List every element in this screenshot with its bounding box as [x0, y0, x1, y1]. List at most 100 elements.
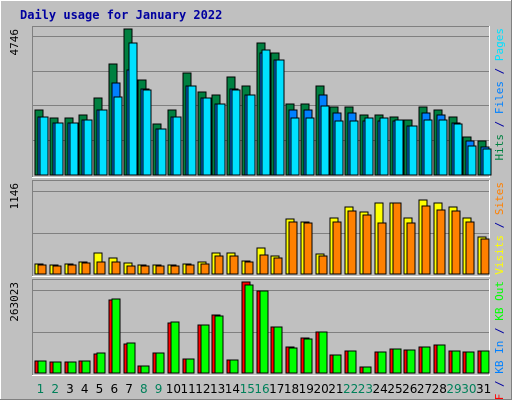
- legend-entry: Files: [493, 81, 506, 114]
- bar-kb-out-day-16: [259, 290, 269, 374]
- day-label-10: 10: [166, 382, 181, 396]
- bar-kb-out-day-29: [451, 350, 461, 374]
- bar-kb-out-day-9: [155, 352, 165, 374]
- day-label-27: 27: [417, 382, 432, 396]
- bar-sites-day-10: [170, 265, 180, 275]
- day-label-21: 21: [328, 382, 343, 396]
- y-scale-max-label: 263023: [8, 282, 21, 322]
- bar-kb-out-day-7: [126, 342, 136, 374]
- panel-2: 1146 Visits / Sites: [8, 180, 506, 277]
- bar-pages-day-10: [172, 116, 182, 176]
- legend-entry: /: [493, 61, 506, 81]
- bar-sites-day-20: [318, 255, 328, 275]
- day-label-11: 11: [180, 382, 195, 396]
- bar-pages-day-26: [408, 125, 418, 176]
- day-label-6: 6: [110, 382, 118, 396]
- bar-pages-day-30: [467, 145, 477, 176]
- bar-kb-out-day-19: [303, 338, 313, 374]
- bar-kb-out-day-28: [436, 344, 446, 374]
- day-label-5: 5: [96, 382, 104, 396]
- day-label-29: 29: [446, 382, 461, 396]
- bar-kb-out-day-10: [170, 321, 180, 374]
- series-legend: Visits / Sites: [493, 182, 506, 275]
- day-label-3: 3: [66, 382, 74, 396]
- bar-pages-day-5: [98, 109, 108, 176]
- day-label-20: 20: [313, 382, 328, 396]
- bar-sites-day-5: [96, 261, 106, 275]
- legend-entry: /: [493, 215, 506, 235]
- day-label-13: 13: [210, 382, 225, 396]
- bar-pages-day-1: [39, 116, 49, 176]
- bar-sites-day-25: [392, 202, 402, 275]
- bar-pages-day-24: [379, 117, 389, 176]
- bar-sites-day-14: [229, 255, 239, 275]
- bar-sites-day-28: [436, 209, 446, 275]
- bar-sites-day-15: [244, 261, 254, 275]
- day-label-4: 4: [81, 382, 89, 396]
- bar-sites-day-12: [200, 263, 210, 275]
- day-label-8: 8: [140, 382, 148, 396]
- bar-sites-day-19: [303, 222, 313, 275]
- bar-kb-out-day-13: [214, 315, 224, 374]
- bar-kb-out-day-26: [406, 349, 416, 374]
- chart-title: Daily usage for January 2022: [20, 8, 222, 22]
- day-label-28: 28: [432, 382, 447, 396]
- bar-sites-day-21: [332, 221, 342, 275]
- bar-kb-out-day-4: [81, 360, 91, 374]
- bar-pages-day-9: [157, 128, 167, 176]
- day-label-14: 14: [225, 382, 240, 396]
- legend-entry: KB F: [493, 394, 506, 400]
- series-legend: Hits / Files / Pages: [493, 28, 506, 161]
- bar-sites-day-24: [377, 222, 387, 275]
- y-scale-max-label: 4746: [8, 29, 21, 56]
- bar-pages-day-15: [246, 94, 256, 176]
- bar-kb-out-day-22: [347, 350, 357, 374]
- bar-sites-day-30: [465, 221, 475, 275]
- bar-sites-day-18: [288, 221, 298, 275]
- x-axis-day-labels: 1 2 3 4 5 6 7 8 9 10 11 12 13 14 15 16 17 18 19 20 21 22 23 24 2…: [37, 382, 492, 396]
- day-label-23: 23: [358, 382, 373, 396]
- bar-pages-day-4: [83, 119, 93, 176]
- bar-pages-day-11: [187, 85, 197, 176]
- bar-pages-day-31: [482, 148, 492, 176]
- bar-sites-day-23: [362, 214, 372, 275]
- bar-pages-day-18: [290, 117, 300, 176]
- day-label-9: 9: [155, 382, 163, 396]
- bar-pages-day-7: [128, 42, 138, 176]
- bar-sites-day-13: [214, 255, 224, 275]
- bar-pages-day-29: [453, 123, 463, 176]
- bar-kb-out-day-21: [332, 354, 342, 374]
- day-label-17: 17: [269, 382, 284, 396]
- bar-sites-day-22: [347, 210, 357, 275]
- bar-kb-out-day-8: [140, 365, 150, 374]
- bar-pages-day-21: [334, 120, 344, 176]
- legend-entry: Hits: [493, 134, 506, 161]
- day-label-1: 1: [37, 382, 45, 396]
- bar-pages-day-12: [202, 97, 212, 176]
- legend-entry: /: [493, 321, 506, 341]
- bar-pages-day-22: [349, 120, 359, 176]
- bar-kb-out-day-30: [465, 351, 475, 374]
- day-label-30: 30: [461, 382, 476, 396]
- day-label-25: 25: [387, 382, 402, 396]
- bar-sites-day-8: [140, 265, 150, 275]
- bar-kb-out-day-12: [200, 324, 210, 374]
- bar-sites-day-1: [37, 264, 47, 275]
- bar-pages-day-6: [113, 96, 123, 176]
- bar-sites-day-4: [81, 262, 91, 275]
- bar-sites-day-31: [480, 238, 490, 275]
- bar-pages-day-8: [142, 89, 152, 176]
- bar-sites-day-7: [126, 265, 136, 275]
- legend-entry: KB In: [493, 341, 506, 374]
- legend-entry: KB Out: [493, 281, 506, 321]
- day-label-31: 31: [476, 382, 491, 396]
- bar-kb-out-day-3: [67, 361, 77, 374]
- bar-kb-out-day-1: [37, 360, 47, 374]
- day-label-2: 2: [51, 382, 59, 396]
- bar-kb-out-day-24: [377, 351, 387, 374]
- day-label-26: 26: [402, 382, 417, 396]
- legend-entry: Pages: [493, 28, 506, 61]
